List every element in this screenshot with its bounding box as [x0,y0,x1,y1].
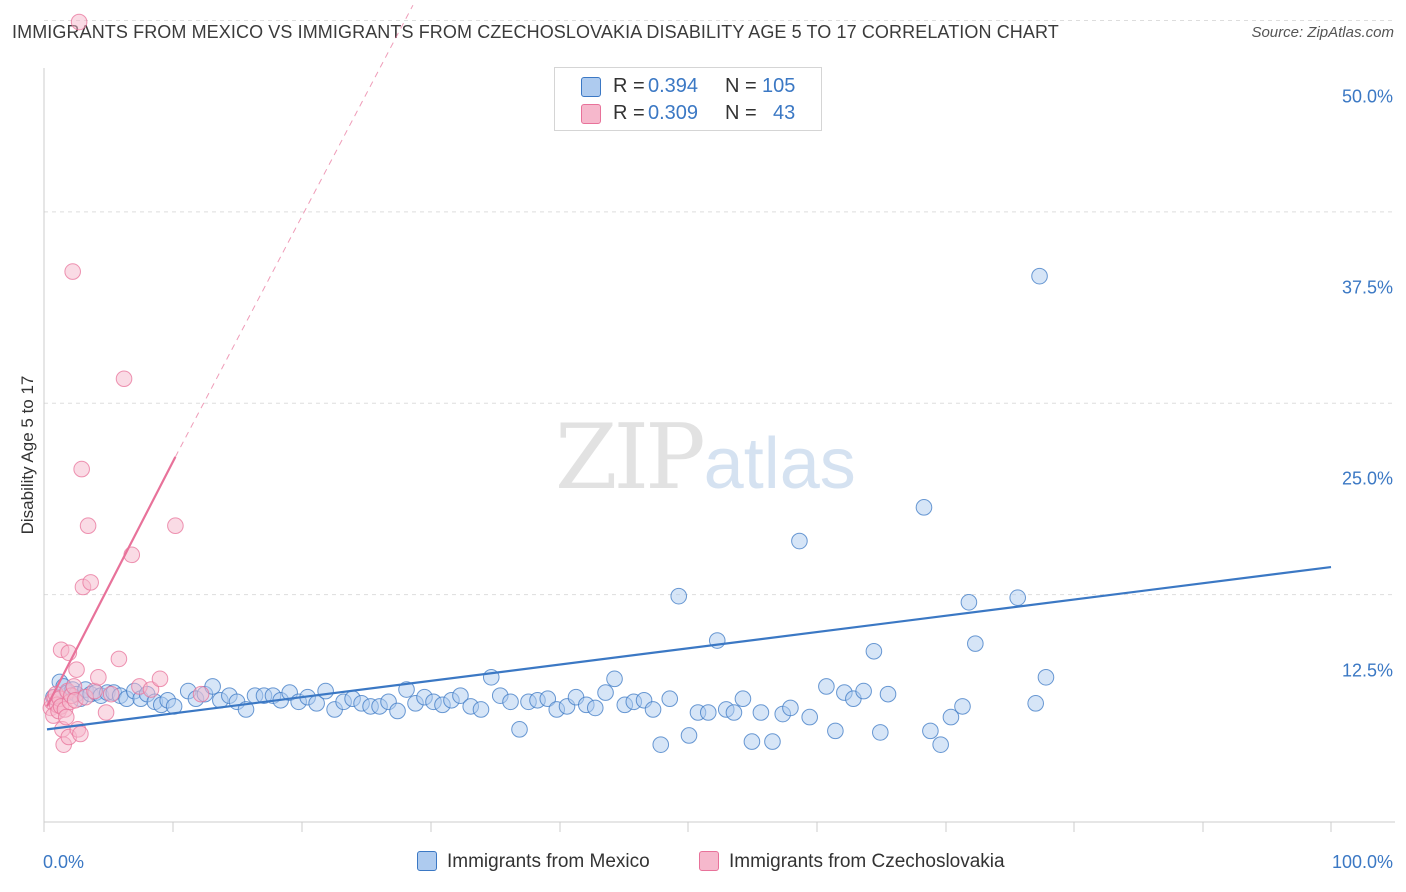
mexico-point [652,736,670,753]
mexico-point [204,678,221,695]
mexico-point [398,681,415,698]
mexico-point [680,727,698,744]
czech-swatch [581,104,601,124]
mexico-point [932,736,949,753]
y-tick-label: 12.5% [1341,660,1393,681]
mexico-point [452,687,469,704]
n-value-czech: 43 [773,102,796,124]
mexico-point [606,670,623,688]
czech-point [151,670,169,688]
czech-legend-swatch [699,851,719,871]
czech-point [72,725,89,743]
n-label: N = [725,102,757,124]
legend-label-czech: Immigrants from Czechoslovakia [729,851,1005,872]
mexico-point [960,593,978,611]
mexico-point [879,685,897,703]
mexico-swatch [581,77,601,97]
mexico-point [967,635,984,652]
mexico-point [539,690,557,708]
mexico-point [752,704,770,721]
y-axis-label: Disability Age 5 to 17 [18,375,37,535]
watermark-atlas: atlas [703,424,856,504]
stats-box: R = 0.394 N = 105 R = 0.309 N = 43 [554,67,822,131]
legend-label-mexico: Immigrants from Mexico [447,851,650,872]
stats-row-mexico: R = 0.394 N = 105 [555,74,821,101]
r-value-czech: 0.309 [648,102,699,124]
chart-title: IMMIGRANTS FROM MEXICO VS IMMIGRANTS FRO… [12,22,1059,42]
mexico-point [827,722,844,740]
czech-point [110,650,128,668]
r-value-mexico: 0.394 [648,75,699,97]
czech-point [79,517,97,535]
source-label: Source: ZipAtlas.com [1251,24,1394,41]
mexico-point [644,701,662,718]
mexico-point [872,724,889,741]
mexico-point [317,682,334,700]
mexico-point [818,678,835,695]
mexico-point [1031,267,1048,285]
czech-point [123,546,141,564]
mexico-point [586,699,604,717]
czech-point [142,681,160,698]
mexico-point [511,721,528,738]
mexico-point [670,587,688,605]
czech-point [70,13,88,31]
czech-point [102,685,120,703]
watermark-zip: ZIP [555,405,706,510]
czech-trend-line-extension [174,4,414,458]
r-label: R = [613,102,645,124]
mexico-point [743,733,761,750]
stats-row-czech: R = 0.309 N = 43 [555,101,821,128]
mexico-point [725,704,743,721]
mexico-point [791,532,808,550]
mexico-point [782,699,799,717]
mexico-point [734,690,752,708]
czech-point [73,460,90,478]
x-tick-label-min: 0.0% [43,852,85,872]
mexico-point [801,708,818,726]
x-tick-label-max: 100.0% [1331,852,1393,872]
mexico-legend-swatch [417,851,437,871]
czech-point [97,704,115,721]
mexico-point [855,682,872,700]
mexico-point [699,704,717,721]
y-tick-label: 25.0% [1341,468,1393,489]
mexico-trend-line [46,565,1332,731]
czech-point [86,682,103,700]
czech-point [82,574,99,591]
czech-point [90,668,107,686]
y-tick-label: 50.0% [1341,86,1393,107]
mexico-point [502,693,519,711]
czech-point [115,370,133,388]
mexico-point [389,702,406,720]
y-tick-label: 37.5% [1341,277,1393,298]
mexico-point [942,708,960,726]
mexico-point [1037,668,1055,686]
mexico-point [597,684,614,701]
watermark: ZIPatlas [555,405,856,510]
mexico-point [922,722,939,740]
czech-point [68,661,85,678]
mexico-point [661,690,679,708]
mexico-point [472,701,490,718]
n-label: N = [725,75,757,97]
n-value-mexico: 105 [762,75,796,97]
mexico-point [764,733,781,750]
mexico-point [1009,589,1027,606]
mexico-point [1027,695,1044,712]
mexico-point [865,642,883,660]
czech-trend-line [46,456,177,707]
legend-item-czech[interactable]: Immigrants from Czechoslovakia [699,851,1005,873]
mexico-point [915,499,933,516]
czech-point [64,263,81,280]
legend-item-mexico[interactable]: Immigrants from Mexico [417,851,650,873]
czech-point [57,708,75,726]
mexico-point [954,698,971,715]
czech-point [192,685,210,703]
czech-point [167,517,184,535]
r-label: R = [613,75,645,97]
